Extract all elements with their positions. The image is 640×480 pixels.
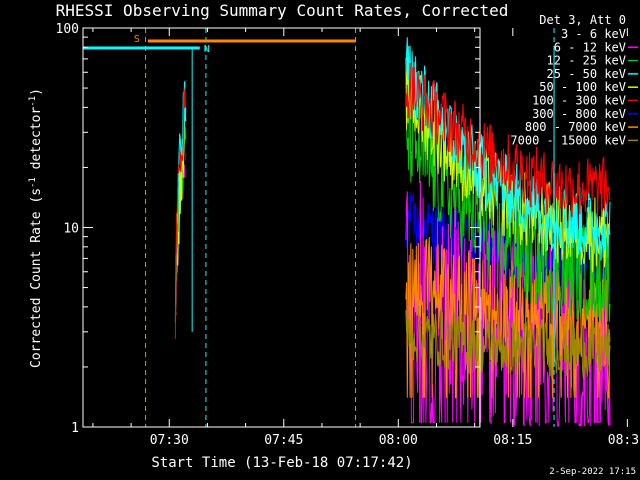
series-trace-main: [405, 305, 611, 380]
y-tick-label: 10: [63, 222, 79, 237]
x-axis-label: Start Time (13-Feb-18 07:17:42): [151, 455, 412, 471]
series-trace-early: [174, 80, 187, 339]
x-tick-label: 08:00: [379, 433, 418, 448]
data-series-group: [174, 37, 611, 427]
legend-entry-label: 800 - 7000 keV: [525, 120, 626, 134]
y-tick-label: 1: [71, 421, 79, 436]
series-trace-main: [405, 89, 611, 322]
x-tick-label: 08:15: [493, 433, 532, 448]
legend-entry-label: 25 - 50 keV: [547, 67, 626, 81]
overlay-group: SN: [83, 28, 555, 427]
y-axis-label: Corrected Count Rate (s-1 detector-1): [28, 88, 44, 368]
series-trace-main: [405, 62, 611, 218]
series-trace-main: [405, 236, 611, 399]
legend-entry-label: 6 - 12 keV: [554, 40, 626, 54]
y-tick-label: 100: [56, 22, 79, 37]
x-tick-label: 07:45: [264, 433, 303, 448]
legend-entry-label: 300 - 800 keV: [532, 107, 626, 121]
x-tick-label: 08:30: [608, 433, 640, 448]
legend-entry-label: 12 - 25 keV: [547, 54, 626, 68]
footer-date: 2-Sep-2022 17:15: [549, 467, 636, 477]
legend-entry-label: 100 - 300 keV: [532, 94, 626, 108]
legend-entry-label: 50 - 100 keV: [539, 80, 626, 94]
series-100-300-kev: [174, 62, 611, 339]
legend-title: Det 3, Att 0: [539, 13, 626, 27]
series-trace-early: [174, 81, 187, 314]
x-tick-label: 07:30: [150, 433, 189, 448]
flag-label: N: [204, 44, 210, 55]
legend-entry-label: 3 - 6 keV: [561, 27, 626, 41]
flag-label: S: [134, 34, 140, 45]
series-trace-early: [174, 113, 187, 322]
chart-title: RHESSI Observing Summary Count Rates, Co…: [56, 1, 509, 20]
legend-entry-label: 7000 - 15000 keV: [510, 133, 626, 147]
